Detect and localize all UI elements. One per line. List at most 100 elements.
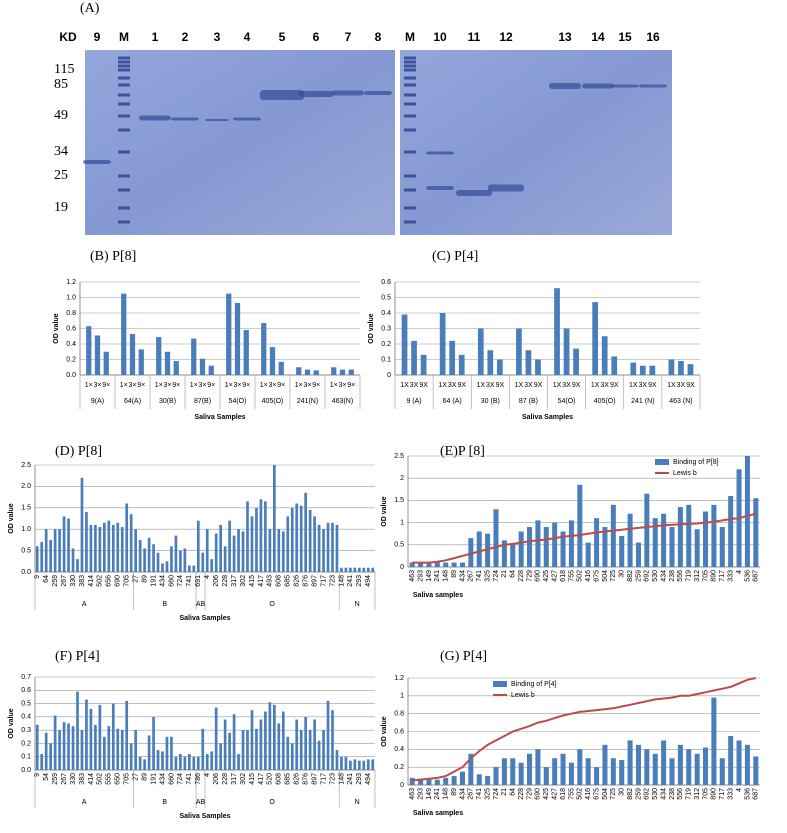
x-tick-label: 705 — [702, 570, 709, 582]
bar — [335, 750, 339, 770]
x-tick-label: 675 — [593, 570, 600, 582]
x-tick-label: 434 — [159, 773, 166, 785]
bar — [156, 750, 160, 770]
bar — [568, 762, 574, 785]
bar — [269, 347, 276, 375]
bar — [459, 771, 465, 785]
bar — [290, 507, 294, 572]
group-label: A — [82, 601, 87, 608]
bar — [344, 756, 348, 770]
y-tick-label: 0.3 — [381, 325, 391, 332]
group-label: 87(B) — [194, 398, 211, 405]
bar — [458, 354, 465, 375]
x-tick-label: 9 — [34, 773, 41, 777]
group-label: N — [355, 799, 360, 806]
x-tick-label: 9× — [207, 382, 215, 389]
x-tick-label: 434 — [660, 570, 667, 582]
bar — [426, 562, 432, 567]
bar — [286, 516, 290, 572]
x-tick-label: 1× — [120, 382, 128, 389]
x-tick-label: 302 — [240, 575, 247, 587]
y-axis-title: OD value — [53, 313, 60, 343]
x-tick-label: 89 — [451, 570, 458, 578]
bar — [535, 520, 541, 567]
bar — [161, 563, 164, 572]
x-tick-label: 427 — [552, 788, 559, 800]
x-tick-label: 302 — [240, 773, 247, 785]
x-tick-label: 3× — [129, 382, 137, 389]
group-label: B — [162, 601, 167, 608]
bar — [295, 719, 299, 770]
bar — [535, 749, 541, 785]
bar — [527, 753, 533, 785]
x-tick-label: 3X — [524, 382, 533, 389]
bar — [527, 527, 533, 567]
x-tick-label: 719 — [686, 788, 693, 800]
x-tick-label: 724 — [177, 773, 184, 785]
y-tick-label: 2.0 — [21, 483, 31, 490]
bar — [304, 492, 307, 572]
bar — [103, 351, 109, 375]
x-tick-label: 425 — [543, 788, 550, 800]
y-tick-label: 0.1 — [381, 356, 391, 363]
x-tick-label: 30 — [619, 788, 626, 796]
x-tick-label: 725 — [610, 570, 617, 582]
gel-bands — [83, 56, 667, 224]
x-tick-label: 9X — [419, 382, 428, 389]
bar — [210, 751, 214, 770]
bar — [208, 365, 214, 375]
lane-label: 4 — [244, 30, 251, 44]
x-tick-label: 259 — [635, 570, 642, 582]
y-tick-label: 1.5 — [394, 497, 404, 504]
bar — [281, 711, 285, 770]
bar — [98, 704, 102, 770]
x-tick-label: 4 — [204, 773, 211, 777]
ladder-band — [404, 220, 416, 224]
y-tick-label: 0 — [387, 372, 391, 379]
group-label: 463(N) — [332, 398, 353, 405]
x-tick-label: 267 — [468, 570, 475, 582]
lane-label: 1 — [152, 30, 159, 44]
gel-band — [582, 83, 614, 89]
bar — [80, 477, 84, 572]
x-tick-label: 425 — [543, 570, 550, 582]
bar — [554, 288, 560, 375]
bar — [678, 361, 684, 375]
bar — [80, 730, 84, 770]
x-tick-label: 687 — [753, 788, 760, 800]
x-tick-label: 719 — [686, 570, 693, 582]
x-tick-label: 717 — [320, 575, 327, 587]
x-tick-label: 293 — [356, 575, 363, 587]
x-tick-label: 427 — [552, 570, 559, 582]
bar — [552, 522, 558, 567]
y-tick-label: 0.1 — [21, 754, 31, 761]
bar — [196, 520, 200, 572]
bar — [652, 753, 658, 785]
bar — [585, 542, 591, 567]
y-tick-label: 0.4 — [21, 714, 31, 721]
x-tick-label: 502 — [97, 575, 104, 587]
group-label: 64 (A) — [443, 398, 462, 405]
x-tick-label: 690 — [535, 788, 542, 800]
bar — [630, 362, 637, 375]
bar — [627, 513, 633, 567]
x-tick-label: 330 — [70, 575, 77, 587]
bar — [179, 754, 182, 770]
bar — [510, 544, 516, 567]
x-tick-label: 717 — [320, 773, 327, 785]
bar — [147, 537, 151, 572]
x-tick-label: 54 — [43, 773, 50, 781]
bar — [103, 736, 106, 770]
bar — [241, 531, 245, 572]
bar — [649, 365, 656, 375]
x-tick-label: 9× — [172, 382, 180, 389]
bar — [592, 302, 599, 375]
x-tick-label: 330 — [70, 773, 77, 785]
x-tick-label: 685 — [285, 773, 292, 785]
group-label: 30 (B) — [481, 398, 500, 405]
x-tick-label: 504 — [602, 570, 609, 582]
x-tick-label: 3× — [164, 382, 172, 389]
x-tick-label: 9× — [347, 382, 355, 389]
bar — [261, 323, 267, 375]
x-tick-label: 9X — [648, 382, 657, 389]
